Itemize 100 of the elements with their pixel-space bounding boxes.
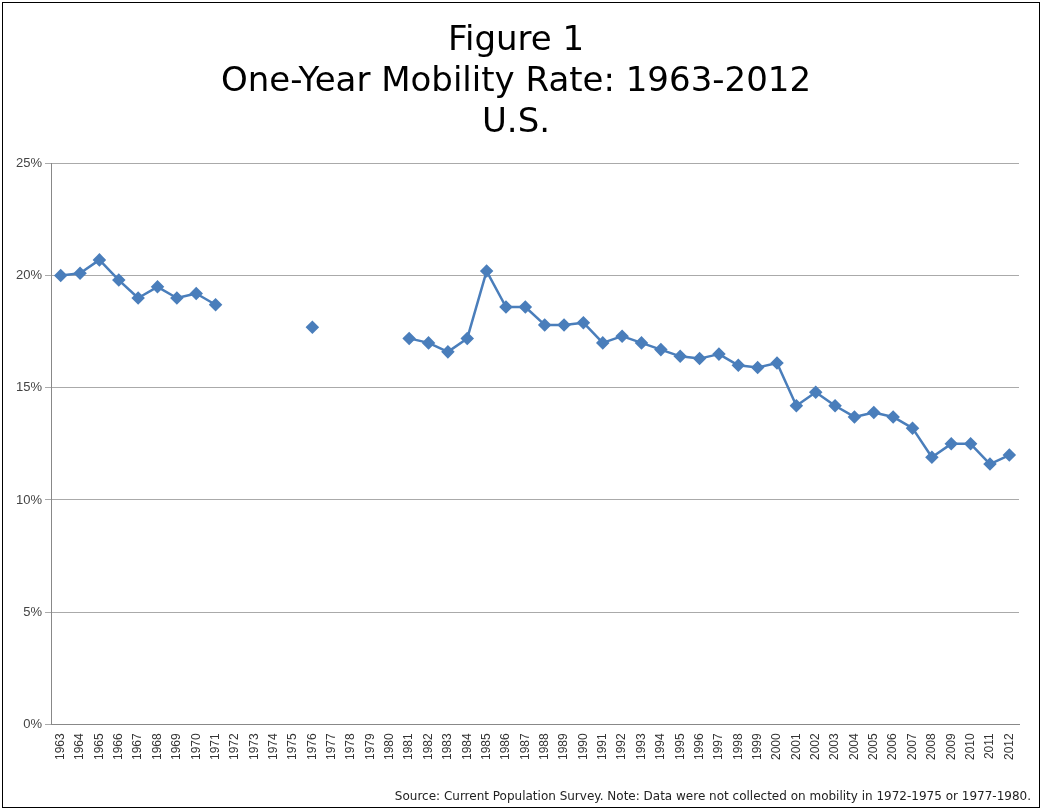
x-tick-label: 2005 [866, 732, 881, 761]
point [557, 318, 571, 332]
point [1003, 448, 1016, 462]
y-tick-label: 0% [23, 715, 43, 731]
x-tick-label: 1965 [91, 732, 106, 761]
x-tick-label: 1969 [169, 732, 184, 761]
point [944, 437, 958, 451]
x-tick-label: 2010 [962, 732, 977, 761]
point [189, 287, 203, 300]
point [770, 356, 784, 370]
x-tick-label: 2001 [788, 732, 803, 761]
point [131, 291, 145, 305]
point [790, 399, 803, 412]
point [809, 386, 822, 399]
x-tick-label: 2012 [1001, 732, 1016, 761]
source-note: Source: Current Population Survey. Note: Data were not collected on mobility in 1972-1975 or 1977-1980. [394, 789, 1031, 803]
point [828, 399, 842, 412]
chart-title: Figure 1 One-Year Mobility Rate: 1963-2012 U.S. [220, 18, 812, 140]
x-tick-label: 1981 [401, 732, 416, 761]
x-tick-label: 1975 [285, 732, 300, 761]
x-tick-label: 1967 [130, 732, 145, 761]
x-tick-label: 2002 [808, 732, 823, 761]
point [306, 320, 319, 334]
point [925, 451, 939, 464]
x-tick-label: 1990 [575, 732, 590, 761]
point [964, 437, 977, 451]
point [170, 291, 184, 305]
x-tick-label: 1998 [730, 732, 745, 761]
x-tick-label: 2004 [846, 732, 861, 761]
point [538, 318, 551, 332]
point [596, 336, 610, 350]
point [635, 336, 648, 350]
point [480, 264, 493, 278]
x-tick-label: 1964 [72, 732, 87, 761]
point [93, 253, 106, 267]
point [751, 361, 764, 374]
x-tick-label: 2011 [982, 732, 997, 760]
x-tick-label: 1963 [53, 732, 68, 761]
x-tick-label: 1988 [537, 732, 551, 761]
x-tick-label: 1987 [517, 732, 532, 761]
x-tick-label: 1991 [595, 732, 610, 761]
point [499, 300, 513, 314]
point [848, 410, 861, 424]
x-tick-label: 2006 [885, 732, 900, 761]
x-tick-label: 2003 [827, 732, 842, 761]
x-tick-label: 1993 [633, 732, 648, 761]
x-tick-label: 1971 [207, 732, 222, 761]
x-tick-label: 1973 [246, 732, 261, 761]
x-tick-label: 1996 [691, 732, 706, 761]
x-tick-label: 1982 [420, 732, 435, 761]
x-tick-label: 1966 [111, 732, 126, 761]
x-tick-label: 2007 [904, 732, 919, 761]
point [112, 273, 126, 287]
point [673, 350, 687, 363]
point [693, 352, 706, 365]
x-tick-label: 1978 [343, 732, 358, 761]
point [461, 332, 474, 345]
x-tick-label: 1972 [227, 732, 242, 761]
x-tick-label: 1974 [265, 732, 280, 761]
x-tick-label: 1970 [188, 732, 203, 761]
x-tick-label: 1999 [749, 732, 764, 761]
point [151, 280, 164, 294]
x-tick-label: 2008 [924, 732, 939, 761]
x-tick-label: 1992 [614, 732, 629, 761]
x-tick-label: 1983 [440, 732, 455, 761]
x-tick-label: 1984 [459, 732, 474, 761]
x-tick-label: 1997 [711, 732, 726, 761]
x-tick-label: 1995 [672, 732, 687, 761]
y-tick-label: 15% [15, 379, 43, 395]
x-tick-label: 1976 [304, 732, 319, 761]
x-tick-label: 1989 [556, 732, 571, 761]
y-tick-label: 25% [15, 154, 43, 170]
point [402, 332, 416, 345]
y-tick-label: 10% [15, 491, 43, 507]
x-tick-label: 1985 [478, 732, 493, 761]
y-tick-label: 5% [23, 603, 43, 619]
point [73, 267, 87, 280]
point [732, 359, 745, 372]
x-tick-label: 1979 [362, 732, 377, 761]
point [983, 457, 997, 471]
point [209, 298, 222, 311]
point [519, 300, 532, 314]
point [906, 421, 919, 435]
x-tick-label: 2009 [943, 732, 958, 761]
x-tick-label: 1986 [498, 732, 513, 761]
point [615, 329, 629, 343]
x-tick-label: 1980 [382, 732, 397, 761]
x-tick-label: 1968 [149, 732, 164, 761]
point [577, 316, 590, 329]
point [886, 410, 900, 424]
point [654, 343, 668, 356]
x-tick-label: 1977 [324, 732, 339, 761]
point [422, 336, 435, 350]
point [867, 406, 881, 419]
point [441, 345, 455, 359]
y-tick-label: 20% [15, 267, 43, 283]
point [54, 269, 67, 282]
x-tick-label: 1994 [653, 732, 668, 761]
x-tick-label: 2000 [769, 732, 784, 761]
point [712, 347, 726, 361]
